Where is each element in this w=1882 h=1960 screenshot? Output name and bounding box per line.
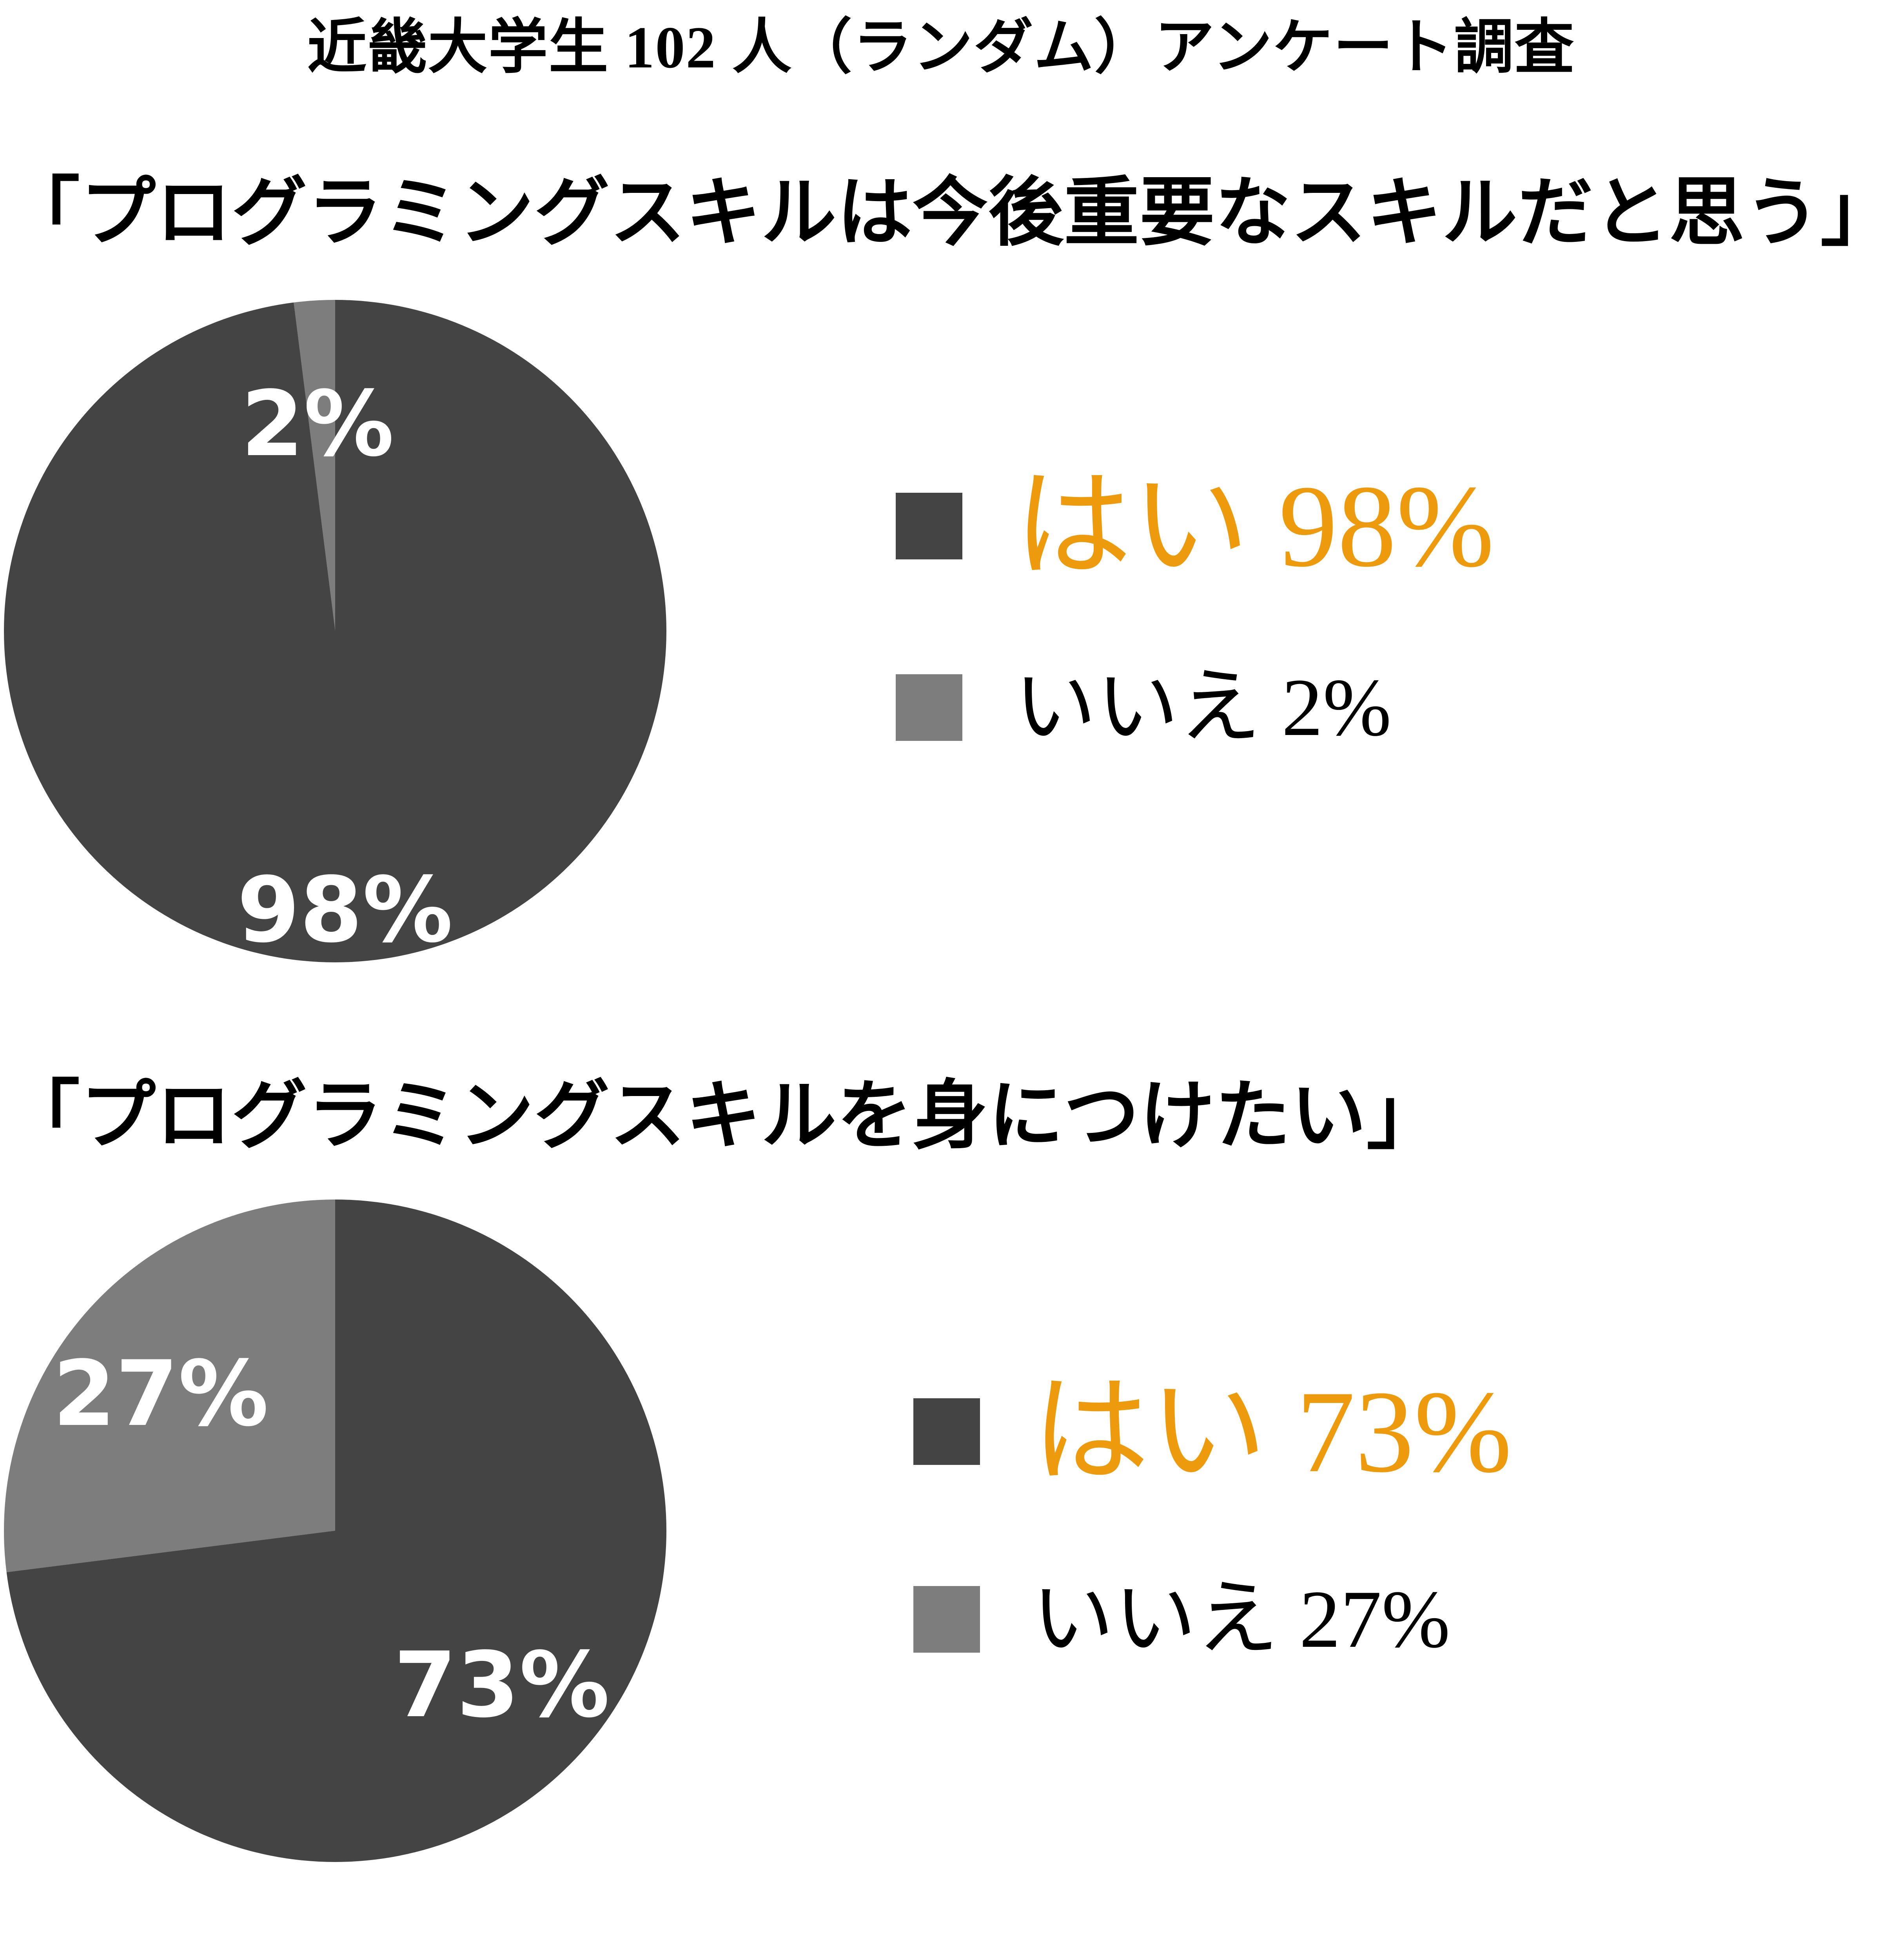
pie-chart-want-to-learn: 27% 73%	[4, 1200, 666, 1862]
question-title-1: 「プログラミングスキルは今後重要なスキルだと思う」	[5, 171, 1882, 255]
pie-slice-label-no: 27%	[53, 1342, 269, 1446]
legend-swatch-dark	[896, 493, 962, 559]
legend-label: いいえ 27%	[1032, 1574, 1450, 1665]
legend-row-no: いいえ 2%	[896, 666, 1391, 749]
legend-row-yes: はい 98%	[896, 467, 1494, 585]
pie-slice-label-no: 2%	[241, 372, 394, 477]
page-title: 近畿大学生 102 人（ランダム）アンケート調査	[307, 15, 1575, 80]
legend-row-yes: はい 73%	[913, 1373, 1512, 1490]
legend-label: はい 98%	[1014, 461, 1494, 591]
legend-label: いいえ 2%	[1014, 662, 1392, 753]
legend-label: はい 73%	[1032, 1367, 1512, 1497]
question-title-2: 「プログラミングスキルを身につけたい」	[5, 1074, 1442, 1158]
pie-slice-label-yes: 73%	[394, 1633, 610, 1738]
legend-swatch-gray	[896, 674, 962, 741]
legend-swatch-gray	[913, 1586, 980, 1653]
pie-chart-important-skill: 2% 98%	[4, 300, 666, 962]
pie-slice-label-yes: 98%	[237, 858, 453, 963]
legend-swatch-dark	[913, 1398, 980, 1465]
legend-row-no: いいえ 27%	[913, 1578, 1450, 1661]
